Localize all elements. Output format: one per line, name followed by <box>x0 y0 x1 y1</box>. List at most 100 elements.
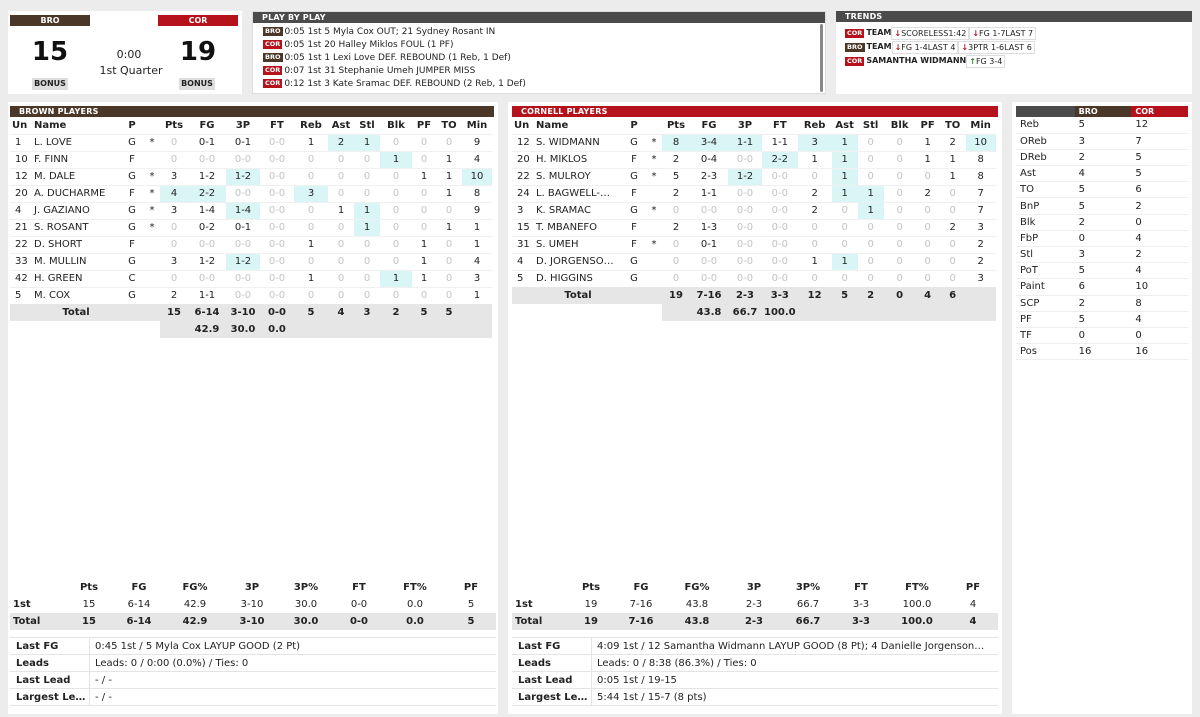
pbp-row[interactable]: BRO 0:05 1st 5 Myla Cox OUT; 21 Sydney Ro… <box>253 26 825 39</box>
column-header[interactable]: Pts <box>662 117 690 134</box>
player-row[interactable]: 15 T. MBANEFO F 2 1-3 0-0 0-0 0 0 0 0 0 2 3 <box>512 219 996 236</box>
player-name[interactable]: S. UMEH <box>536 239 579 250</box>
player-row[interactable]: 10 F. FINN F 0 0-0 0-0 0-0 0 0 0 1 0 1 4 <box>10 151 492 168</box>
column-header[interactable]: Blk <box>883 117 916 134</box>
stat-cell: G <box>630 137 638 148</box>
player-name[interactable]: S. MULROY <box>536 171 591 182</box>
player-row[interactable]: 20 H. MIKLOS F * 2 0-4 0-0 2-2 1 1 0 0 1 1 8 <box>512 151 996 168</box>
column-header[interactable]: 3P <box>728 117 762 134</box>
total-row: Total 15 6-14 3-10 0-0 5 4 3 2 5 5 <box>10 304 492 321</box>
player-name[interactable]: S. ROSANT <box>34 222 89 233</box>
stat-cell: 0 <box>949 273 956 285</box>
column-header[interactable]: FT <box>762 117 798 134</box>
player-name[interactable]: J. GAZIANO <box>34 205 90 216</box>
player-name[interactable]: M. COX <box>34 290 71 302</box>
pbp-row[interactable]: COR 0:05 1st 20 Halley Miklos FOUL (1 PF) <box>253 39 825 52</box>
team-stat-label: FbP <box>1020 232 1039 244</box>
column-header[interactable] <box>144 117 160 134</box>
player-name[interactable]: K. SRAMAC <box>536 205 591 216</box>
player-name[interactable]: H. GREEN <box>34 273 83 284</box>
player-row[interactable]: 33 M. MULLIN G 3 1-2 1-2 0-0 0 0 0 0 1 0 4 <box>10 253 492 270</box>
player-name[interactable]: M. DALE <box>34 171 76 182</box>
column-header[interactable]: Ast <box>328 117 354 134</box>
column-header[interactable] <box>646 117 662 134</box>
column-header[interactable]: Name <box>534 117 622 134</box>
percent-cell: 66.7 <box>728 304 762 321</box>
column-header[interactable]: TO <box>939 117 966 134</box>
stat-cell: 0-2 <box>198 222 216 233</box>
player-row[interactable]: 20 A. DUCHARME F * 4 2-2 0-0 0-0 3 0 0 0 0 1 8 <box>10 185 492 202</box>
column-header[interactable]: FG <box>690 117 728 134</box>
column-header[interactable]: Un <box>512 117 534 134</box>
player-name[interactable]: F. FINN <box>34 154 69 165</box>
stat-cell: F <box>631 188 637 199</box>
trend-chip: ↓FG 1-7LAST 7 <box>969 26 1037 40</box>
pbp-scrollbar[interactable] <box>820 24 823 92</box>
pbp-row[interactable]: COR 0:12 1st 3 Kate Sramac DEF. REBOUND (… <box>253 78 825 91</box>
player-row[interactable]: 4 D. JORGENSO… G 0 0-0 0-0 0-0 1 1 0 0 0 0 2 <box>512 253 996 270</box>
column-header[interactable]: Blk <box>380 117 412 134</box>
stat-cell: 8 <box>977 154 984 165</box>
stat-cell: 1 <box>354 134 380 151</box>
player-row[interactable]: 31 S. UMEH F * 0 0-1 0-0 0-0 0 0 0 0 0 0 2 <box>512 236 996 253</box>
column-header[interactable]: PF <box>412 117 436 134</box>
summary-header: 3P <box>746 582 762 593</box>
total-cell: 6-14 <box>188 304 226 321</box>
player-row[interactable]: 42 H. GREEN C 0 0-0 0-0 0-0 1 0 0 1 1 0 3 <box>10 270 492 287</box>
player-row[interactable]: 5 M. COX G 2 1-1 0-0 0-0 0 0 0 0 0 0 1 <box>10 287 492 304</box>
column-header[interactable]: Name <box>32 117 120 134</box>
column-header[interactable]: Stl <box>354 117 380 134</box>
player-row[interactable]: 4 J. GAZIANO G * 3 1-4 1-4 0-0 0 1 1 0 0 0 9 <box>10 202 492 219</box>
player-name[interactable]: L. BAGWELL-… <box>536 188 610 199</box>
column-header[interactable]: Pts <box>160 117 188 134</box>
percent-cell: 0.0 <box>260 321 294 338</box>
pbp-row[interactable]: COR 0:07 1st 31 Stephanie Umeh JUMPER MIS… <box>253 65 825 78</box>
team-stat-value: 3 <box>1078 135 1086 147</box>
column-header[interactable]: Min <box>965 117 996 134</box>
stat-cell: 8 <box>473 188 481 199</box>
stat-cell: 0 <box>896 154 903 165</box>
stat-cell: 1-2 <box>226 168 260 185</box>
stat-cell: 0-0 <box>771 256 788 267</box>
player-row[interactable]: 12 S. WIDMANN G * 8 3-4 1-1 1-1 3 1 0 0 1 2 10 <box>512 134 996 151</box>
team-stat-label: TF <box>1020 330 1032 342</box>
pbp-row[interactable]: BRO 0:05 1st 1 Lexi Love DEF. REBOUND (1 … <box>253 52 825 65</box>
player-name[interactable]: D. SHORT <box>34 239 83 250</box>
column-header[interactable]: Reb <box>797 117 832 134</box>
player-name[interactable]: T. MBANEFO <box>536 222 598 233</box>
player-row[interactable]: 3 K. SRAMAC G * 0 0-0 0-0 0-0 2 0 1 0 0 0 7 <box>512 202 996 219</box>
player-row[interactable]: 21 S. ROSANT G * 0 0-2 0-1 0-0 0 0 1 0 0 1 1 <box>10 219 492 236</box>
player-name[interactable]: S. WIDMANN <box>536 137 600 148</box>
stat-cell: 0 <box>420 290 428 302</box>
player-name[interactable]: D. HIGGINS <box>536 273 593 285</box>
column-header[interactable]: FG <box>188 117 226 134</box>
pbp-text: 0:05 1st 5 Myla Cox OUT; 21 Sydney Rosan… <box>284 27 496 37</box>
player-name[interactable]: D. JORGENSO… <box>536 256 614 267</box>
column-header[interactable]: Min <box>462 117 492 134</box>
team-stat-value: 5 <box>1135 168 1142 180</box>
column-header[interactable]: PF <box>915 117 940 134</box>
player-row[interactable]: 22 D. SHORT F 0 0-0 0-0 0-0 1 0 0 0 1 0 1 <box>10 236 492 253</box>
player-row[interactable]: 12 M. DALE G * 3 1-2 1-2 0-0 0 0 0 0 1 1 10 <box>10 168 492 185</box>
player-row[interactable]: 1 L. LOVE G * 0 0-1 0-1 0-0 1 2 1 0 0 0 9 <box>10 134 492 151</box>
column-header[interactable]: Ast <box>831 117 858 134</box>
player-name[interactable]: H. MIKLOS <box>536 154 588 165</box>
player-row[interactable]: 24 L. BAGWELL-… F 2 1-1 0-0 0-0 2 1 1 0 2 0 7 <box>512 185 996 202</box>
player-name[interactable]: A. DUCHARME <box>34 188 106 199</box>
column-header[interactable]: FT <box>260 117 294 134</box>
player-row[interactable]: 22 S. MULROY G * 5 2-3 1-2 0-0 0 1 0 0 0 1 8 <box>512 168 996 185</box>
player-name[interactable]: M. MULLIN <box>34 256 87 267</box>
column-header[interactable]: 3P <box>226 117 260 134</box>
player-name[interactable]: L. LOVE <box>34 137 72 148</box>
stat-cell: 0 <box>896 205 903 216</box>
column-header[interactable]: P <box>120 117 144 134</box>
column-header[interactable]: P <box>622 117 646 134</box>
stat-cell: 2 <box>811 205 818 216</box>
pbp-list[interactable]: BRO 0:05 1st 5 Myla Cox OUT; 21 Sydney Ro… <box>253 23 825 91</box>
column-header[interactable]: Un <box>10 117 32 134</box>
column-header[interactable]: Stl <box>857 117 884 134</box>
column-header[interactable]: TO <box>436 117 462 134</box>
stat-cell <box>144 151 160 168</box>
column-header[interactable]: Reb <box>294 117 328 134</box>
player-row[interactable]: 5 D. HIGGINS G 0 0-0 0-0 0-0 0 0 0 0 0 0 3 <box>512 270 996 287</box>
